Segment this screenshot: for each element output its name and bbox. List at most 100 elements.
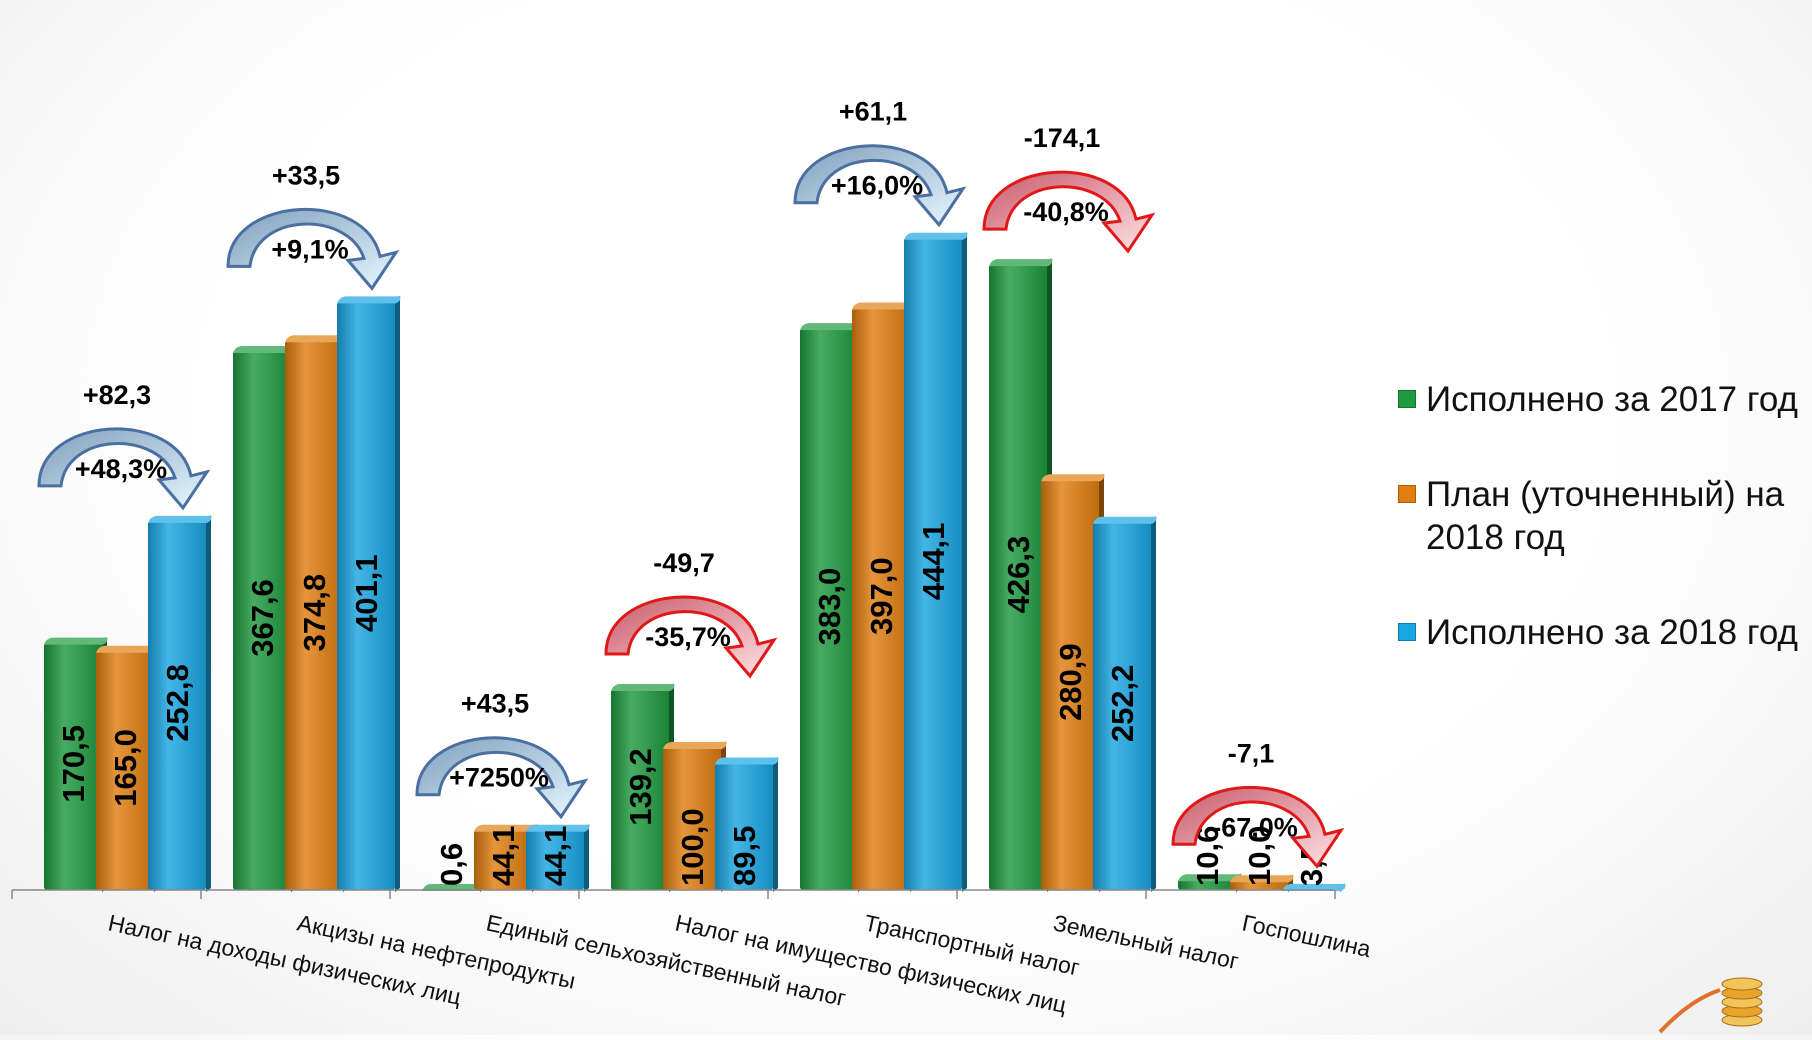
change-pct-label: -67,0% bbox=[1212, 812, 1298, 842]
arrow-shape bbox=[37, 427, 211, 511]
legend-item-plan-2018: План (уточненный) на 2018 год bbox=[1398, 473, 1808, 559]
increase-arrow-icon: +82,3 +48,3% bbox=[37, 380, 211, 511]
bar-value-label: 367,6 bbox=[245, 579, 280, 657]
decrease-arrow-icon: -49,7 -35,7% bbox=[604, 548, 778, 679]
legend-item-2017: Исполнено за 2017 год bbox=[1398, 378, 1808, 421]
bar-top bbox=[611, 682, 675, 691]
bar-front bbox=[989, 264, 1047, 890]
bar-top bbox=[148, 514, 212, 523]
bar: 165,0 bbox=[96, 644, 160, 892]
change-abs-label: +61,1 bbox=[839, 97, 907, 127]
bar: 280,9 bbox=[1041, 473, 1105, 892]
bar-side bbox=[584, 824, 589, 892]
bar-front bbox=[1041, 479, 1099, 890]
change-abs-label: +82,3 bbox=[83, 380, 151, 410]
bar: 44,1 bbox=[474, 823, 538, 892]
bar: 252,2 bbox=[1093, 515, 1157, 892]
bar-top bbox=[852, 301, 916, 310]
bar: 100,0 bbox=[663, 741, 727, 892]
bar-front bbox=[1178, 879, 1236, 890]
bar-value-label: 252,8 bbox=[160, 664, 195, 742]
change-pct-label: +9,1% bbox=[271, 234, 348, 264]
bar-value-label: 44,1 bbox=[486, 826, 521, 886]
bar-front bbox=[715, 762, 773, 890]
bar-side bbox=[773, 757, 778, 892]
bar-front bbox=[474, 829, 532, 890]
bar: 89,5 bbox=[715, 756, 779, 892]
bar: 252,8 bbox=[148, 514, 212, 892]
bar-value-label: 170,5 bbox=[56, 725, 91, 803]
bar-value-label: 397,0 bbox=[864, 557, 899, 635]
bar-top bbox=[44, 636, 108, 645]
bar-top bbox=[1178, 873, 1242, 882]
legend-swatch-2018 bbox=[1398, 623, 1416, 641]
legend-label-2018: Исполнено за 2018 год bbox=[1426, 613, 1798, 652]
bar-top bbox=[285, 334, 349, 343]
bar-top bbox=[663, 741, 727, 749]
bar-top bbox=[526, 823, 590, 832]
arrow-shape bbox=[982, 170, 1156, 254]
bar-top bbox=[233, 344, 297, 353]
change-abs-label: -7,1 bbox=[1228, 738, 1275, 768]
bar-value-label: 401,1 bbox=[349, 554, 384, 632]
bar-top bbox=[800, 322, 864, 331]
arrow-shape bbox=[226, 207, 400, 291]
bar-top bbox=[96, 644, 160, 653]
change-pct-label: -40,8% bbox=[1023, 197, 1109, 227]
bar-front bbox=[44, 642, 102, 890]
change-abs-label: +33,5 bbox=[272, 160, 340, 190]
bar-side bbox=[962, 232, 967, 892]
bar-value-label: 383,0 bbox=[812, 568, 847, 646]
bar-value-label: 139,2 bbox=[623, 748, 658, 826]
bar-value-label: 100,0 bbox=[675, 808, 710, 886]
bar-front bbox=[1230, 880, 1288, 890]
bar-top bbox=[904, 231, 968, 240]
bar-value-label: 252,2 bbox=[1105, 665, 1140, 743]
bar-top bbox=[1282, 883, 1346, 891]
arrow-shape bbox=[604, 595, 778, 679]
bar-side bbox=[206, 515, 211, 892]
decrease-arrow-icon: -7,1 -67,0% bbox=[1171, 738, 1345, 869]
bar-top bbox=[337, 295, 401, 304]
x-tick-label: Госпошлина bbox=[1240, 909, 1373, 962]
legend: Исполнено за 2017 год План (уточненный) … bbox=[1398, 378, 1808, 706]
bar-front bbox=[1093, 521, 1151, 890]
bar-value-label: 165,0 bbox=[108, 729, 143, 807]
arrow-shape bbox=[415, 736, 589, 820]
bar-front bbox=[148, 520, 206, 890]
bar: 44,1 bbox=[526, 823, 590, 892]
bar-top bbox=[474, 823, 538, 832]
bar-value-label: 0,6 bbox=[434, 843, 469, 886]
bar-front bbox=[663, 747, 721, 890]
bar: 401,1 bbox=[337, 295, 401, 892]
coins-logo-icon bbox=[1658, 977, 1763, 1034]
bar-top bbox=[1093, 515, 1157, 524]
bar-top bbox=[715, 756, 779, 765]
bar-front bbox=[852, 307, 910, 890]
bar-side bbox=[395, 296, 400, 892]
bar-value-label: 89,5 bbox=[727, 826, 762, 886]
decrease-arrow-icon: -174,1 -40,8% bbox=[982, 123, 1156, 254]
change-pct-label: +7250% bbox=[449, 763, 549, 793]
bar: 444,1 bbox=[904, 231, 968, 892]
bar-front bbox=[337, 301, 395, 890]
change-abs-label: +43,5 bbox=[461, 689, 529, 719]
change-abs-label: -174,1 bbox=[1024, 123, 1101, 153]
legend-swatch-2017 bbox=[1398, 390, 1416, 408]
bar-value-label: 44,1 bbox=[538, 826, 573, 886]
change-pct-label: +48,3% bbox=[75, 454, 167, 484]
legend-label-plan-2018: План (уточненный) на 2018 год bbox=[1426, 475, 1785, 557]
bar-front bbox=[96, 650, 154, 890]
bar-value-label: 426,3 bbox=[1001, 536, 1036, 614]
bar-value-label: 10,0 bbox=[1242, 826, 1277, 886]
increase-arrow-icon: +33,5 +9,1% bbox=[226, 160, 400, 291]
bar-side bbox=[1151, 516, 1156, 892]
arrow-shape bbox=[1171, 785, 1345, 869]
bar-front bbox=[233, 350, 291, 890]
x-tick-label: Налог на доходы физических лиц bbox=[106, 909, 464, 1009]
increase-arrow-icon: +43,5 +7250% bbox=[415, 689, 589, 820]
legend-label-2017: Исполнено за 2017 год bbox=[1426, 380, 1798, 419]
legend-swatch-plan-2018 bbox=[1398, 485, 1416, 503]
bar-top bbox=[422, 883, 486, 891]
